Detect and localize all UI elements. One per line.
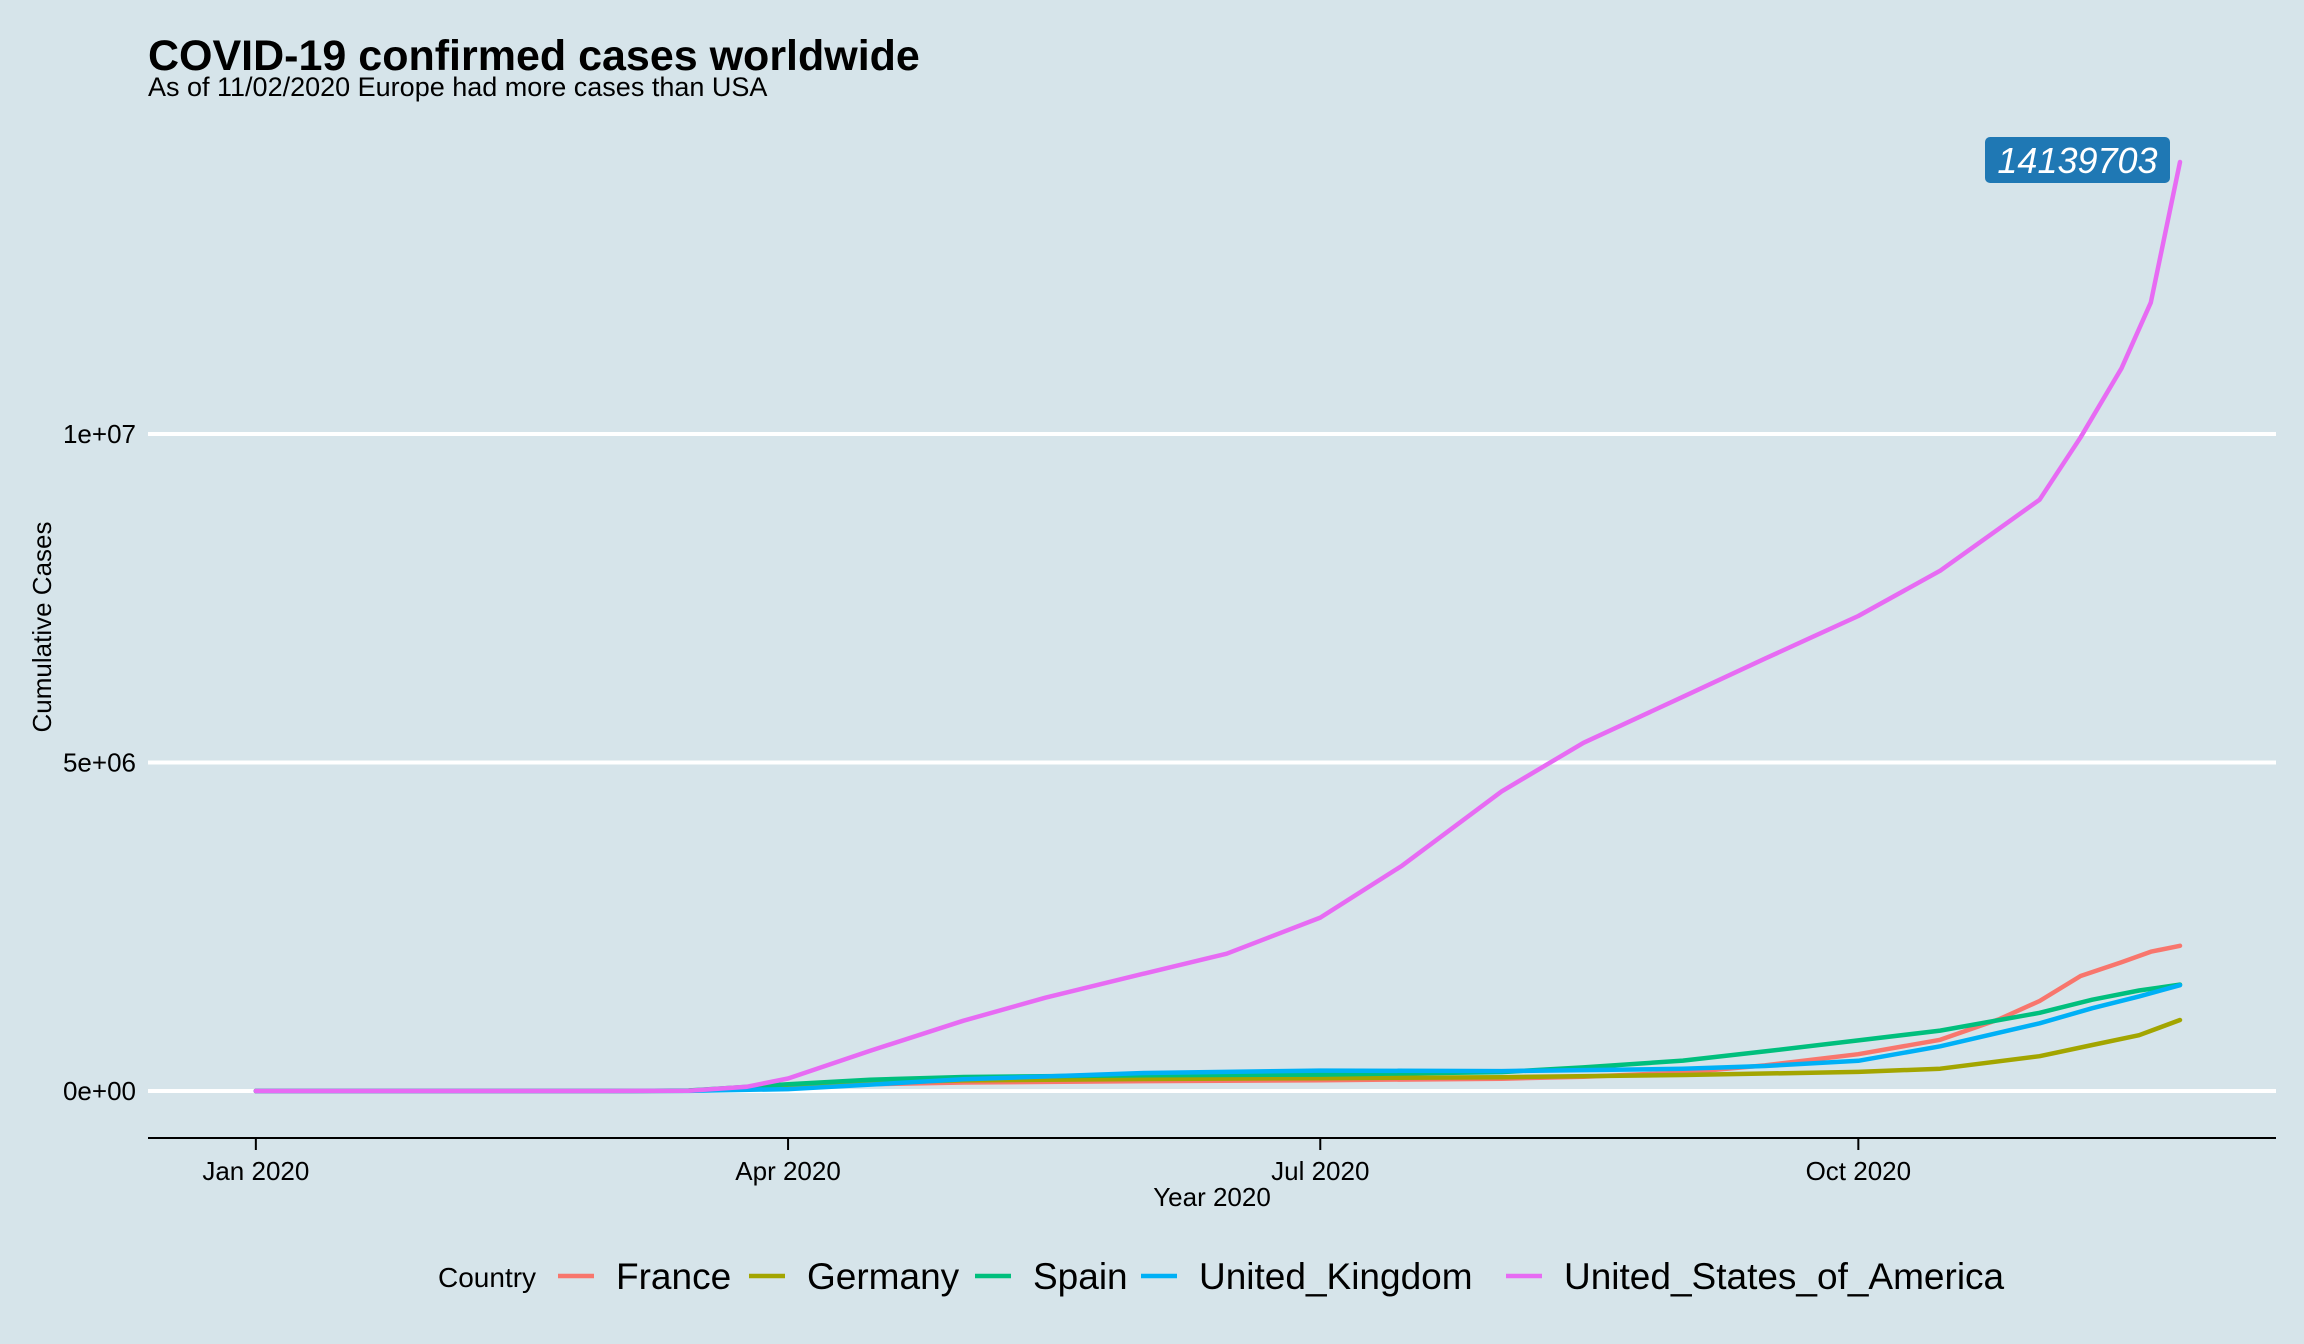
y-tick-label: 0e+00 <box>63 1076 136 1106</box>
x-axis-ticks: Jan 2020 Apr 2020 Jul 2020 Oct 2020 <box>202 1138 1911 1186</box>
legend-items: France Germany Spain United_Kingdom United_S… <box>558 1256 2005 1297</box>
y-axis-ticks: 0e+00 5e+06 1e+07 <box>63 419 136 1106</box>
y-axis-title: Cumulative Cases <box>27 522 57 733</box>
legend-title: Country <box>438 1262 536 1293</box>
y-tick-label: 1e+07 <box>63 419 136 449</box>
x-tick-label: Apr 2020 <box>735 1156 841 1186</box>
gridlines <box>148 432 2276 1093</box>
legend-label: United_Kingdom <box>1199 1256 1473 1297</box>
legend: Country France Germany Spain United_Kingdom… <box>438 1256 2005 1297</box>
x-tick-label: Jan 2020 <box>202 1156 309 1186</box>
series-lines <box>253 159 2183 1094</box>
x-tick-label: Jul 2020 <box>1271 1156 1369 1186</box>
series-line-united-kingdom <box>253 982 2183 1094</box>
x-axis-title: Year 2020 <box>1153 1182 1271 1212</box>
chart-title: COVID-19 confirmed cases worldwide <box>148 32 920 80</box>
series-line-united-states-of-america <box>253 159 2183 1094</box>
legend-label: France <box>616 1256 731 1297</box>
series-line-spain <box>253 982 2183 1094</box>
x-tick-label: Oct 2020 <box>1806 1156 1912 1186</box>
legend-label: Germany <box>807 1256 960 1297</box>
y-tick-label: 5e+06 <box>63 748 136 778</box>
chart-subtitle: As of 11/02/2020 Europe had more cases t… <box>148 72 767 102</box>
legend-label: United_States_of_America <box>1564 1256 2005 1297</box>
max-value-callout: 14139703 <box>1985 137 2170 184</box>
legend-label: Spain <box>1033 1256 1128 1297</box>
callout-box <box>1985 137 2170 184</box>
callout-value: 14139703 <box>1997 140 2157 181</box>
